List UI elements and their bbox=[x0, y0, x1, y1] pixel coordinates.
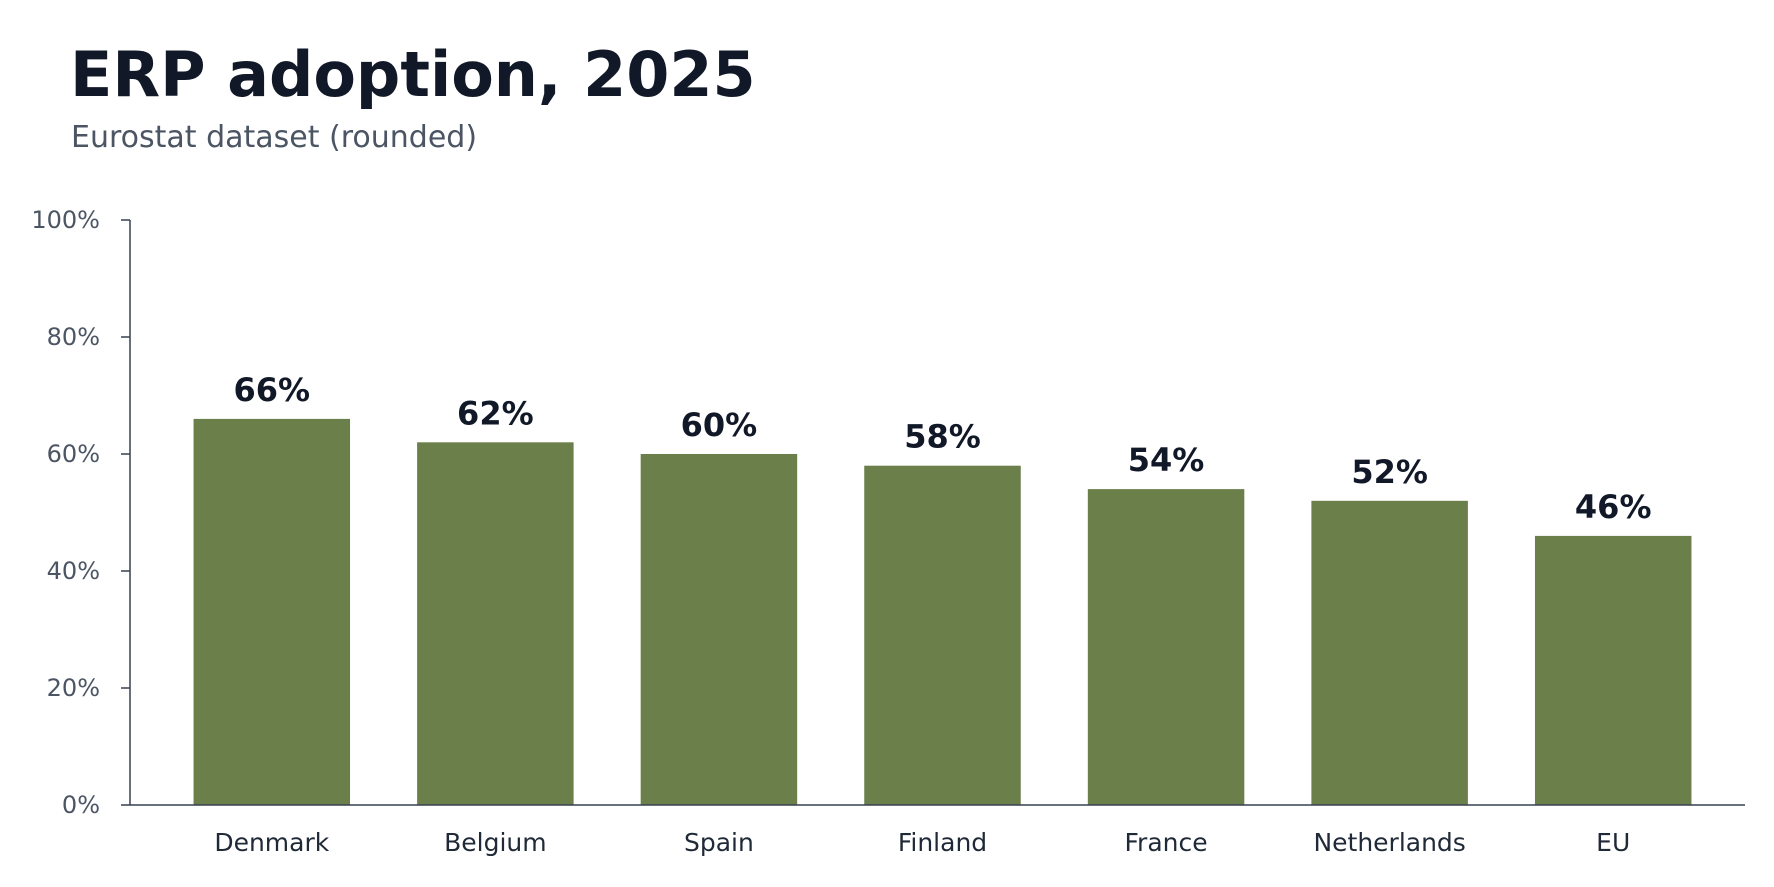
bar bbox=[193, 418, 351, 805]
bars: 66% 62% 60% 58% 54% 52% 46% bbox=[193, 371, 1692, 805]
x-tick-label: France bbox=[1125, 828, 1208, 857]
data-label: 66% bbox=[233, 371, 310, 409]
y-axis: 0% 20% 40% 60% 80% 100% bbox=[31, 206, 131, 819]
bar bbox=[1311, 500, 1468, 805]
x-tick-label: Denmark bbox=[214, 828, 329, 857]
bar bbox=[864, 465, 1021, 805]
bar bbox=[417, 442, 574, 805]
x-tick-label: Belgium bbox=[444, 828, 547, 857]
y-tick-label: 40% bbox=[47, 557, 100, 585]
bar bbox=[1087, 489, 1245, 805]
y-tick-label: 0% bbox=[62, 791, 100, 819]
x-tick-label: EU bbox=[1596, 828, 1630, 857]
data-label: 46% bbox=[1575, 488, 1652, 526]
data-label: 60% bbox=[681, 406, 758, 444]
chart-title: ERP adoption, 2025 bbox=[70, 38, 756, 111]
chart-subtitle: Eurostat dataset (rounded) bbox=[71, 120, 478, 155]
y-tick-label: 20% bbox=[47, 674, 100, 702]
y-tick-label: 100% bbox=[31, 206, 100, 234]
x-tick-label: Finland bbox=[898, 828, 987, 857]
y-tick-label: 80% bbox=[47, 323, 100, 351]
x-tick-label: Spain bbox=[684, 828, 754, 857]
x-tick-label: Netherlands bbox=[1313, 828, 1465, 857]
data-label: 62% bbox=[457, 394, 534, 432]
x-axis: Denmark Belgium Spain Finland France Netherla… bbox=[130, 804, 1745, 857]
data-label: 52% bbox=[1351, 453, 1428, 491]
data-label: 58% bbox=[904, 418, 981, 456]
y-tick-label: 60% bbox=[47, 440, 100, 468]
bar bbox=[640, 454, 798, 805]
bar bbox=[1534, 535, 1692, 805]
data-label: 54% bbox=[1128, 441, 1205, 479]
